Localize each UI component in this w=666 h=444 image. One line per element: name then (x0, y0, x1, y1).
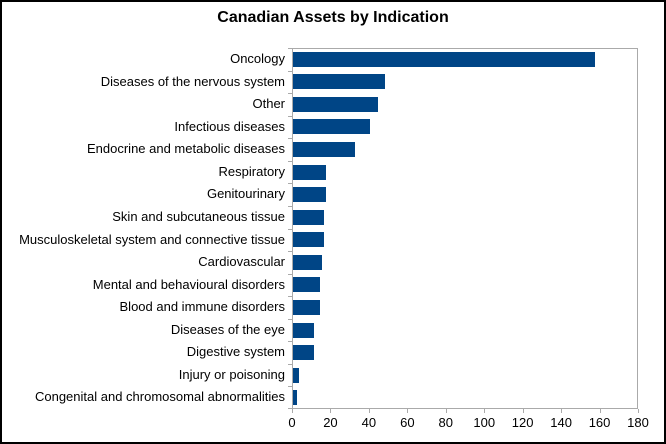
x-axis-tick (600, 409, 601, 413)
category-label: Endocrine and metabolic diseases (86, 141, 285, 157)
y-axis-tick (288, 251, 292, 252)
bar (293, 142, 355, 158)
bar (293, 187, 326, 203)
category-label: Diseases of the nervous system (100, 73, 285, 89)
bar (293, 51, 595, 67)
y-axis-tick (288, 206, 292, 207)
x-axis-tick-label: 160 (588, 415, 611, 430)
bar (293, 322, 314, 338)
y-axis-tick (288, 138, 292, 139)
bar (293, 74, 385, 90)
y-axis-tick (288, 274, 292, 275)
bar (293, 232, 324, 248)
x-axis-tick-label: 100 (473, 415, 496, 430)
bar (293, 367, 299, 383)
y-axis-tick (288, 319, 292, 320)
category-label: Infectious diseases (174, 118, 285, 134)
x-axis-tick-label: 140 (550, 415, 572, 430)
x-axis-tick (292, 409, 293, 413)
y-axis-tick (288, 296, 292, 297)
y-axis-tick (288, 161, 292, 162)
y-axis-tick (288, 183, 292, 184)
bar (293, 390, 297, 406)
y-axis-tick (288, 48, 292, 49)
category-label: Mental and behavioural disorders (92, 276, 285, 292)
bar (293, 345, 314, 361)
x-axis-tick (330, 409, 331, 413)
x-axis-tick (523, 409, 524, 413)
bar (293, 299, 320, 315)
y-axis-tick (288, 364, 292, 365)
category-label: Diseases of the eye (170, 321, 285, 337)
x-axis-tick (561, 409, 562, 413)
chart-title: Canadian Assets by Indication (217, 9, 449, 26)
category-label: Skin and subcutaneous tissue (112, 208, 285, 224)
x-axis-tick (484, 409, 485, 413)
x-axis-tick (446, 409, 447, 413)
x-axis-tick-label: 180 (627, 415, 649, 430)
bar (293, 119, 370, 135)
category-label: Respiratory (218, 163, 285, 179)
y-axis-tick (288, 93, 292, 94)
bar (293, 96, 378, 112)
x-axis-tick-label: 80 (438, 415, 453, 430)
category-label: Digestive system (186, 344, 285, 360)
bar (293, 277, 320, 293)
category-label: Congenital and chromosomal abnormalities (34, 389, 285, 405)
bar (293, 209, 324, 225)
category-label: Musculoskeletal system and connective ti… (19, 231, 285, 247)
x-axis-tick-label: 40 (361, 415, 377, 430)
x-axis-tick-label: 60 (400, 415, 415, 430)
category-label: Genitourinary (206, 186, 285, 202)
x-axis-tick (407, 409, 408, 413)
y-axis-tick (288, 116, 292, 117)
x-axis-tick-label: 120 (511, 415, 534, 430)
x-axis-tick (369, 409, 370, 413)
category-label: Oncology (230, 51, 285, 66)
bar (293, 254, 322, 270)
category-label: Injury or poisoning (178, 366, 285, 382)
category-label: Blood and immune disorders (119, 299, 285, 315)
y-axis-tick (288, 386, 292, 387)
y-axis-tick (288, 341, 292, 342)
category-label: Cardiovascular (198, 254, 285, 270)
x-axis-tick-label: 0 (288, 415, 296, 430)
y-axis-tick (288, 229, 292, 230)
x-axis-tick-label: 20 (323, 415, 338, 430)
bar (293, 164, 326, 180)
x-axis-tick (638, 409, 639, 413)
y-axis-tick (288, 71, 292, 72)
category-label: Other (252, 96, 285, 112)
y-axis-tick (288, 408, 292, 409)
